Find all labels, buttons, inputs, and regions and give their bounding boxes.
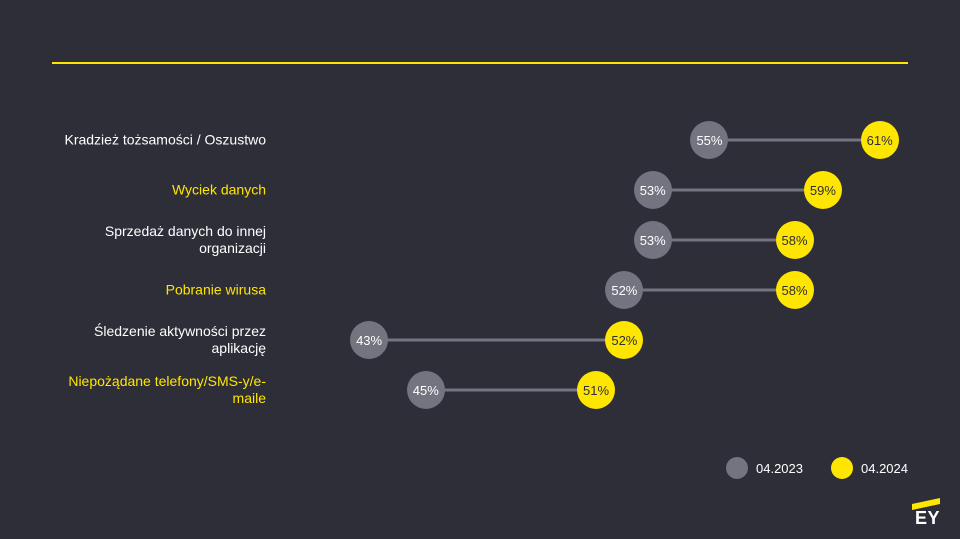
dot-2023: 53% [634,171,672,209]
chart-row: Niepożądane telefony/SMS-y/e-maile 45% 51% [52,368,908,412]
connector [624,289,794,292]
dot-2023: 45% [407,371,445,409]
row-label: Sprzedaż danych do innej organizacji [52,223,272,257]
slide: Kradzież tożsamości / Oszustwo 55% 61% Wyci… [0,0,960,539]
chart-row: Sprzedaż danych do innej organizacji 53% 5… [52,218,908,262]
dot-2023: 55% [690,121,728,159]
dot-2024: 61% [861,121,899,159]
row-label: Wyciek danych [52,182,272,199]
legend-dot-yellow [831,457,853,479]
connector [709,139,879,142]
row-label: Niepożądane telefony/SMS-y/e-maile [52,373,272,407]
ey-logo: EY [912,501,940,529]
row-label: Śledzenie aktywności przez aplikację [52,323,272,357]
ey-logo-text: EY [912,508,940,529]
chart-row: Pobranie wirusa 52% 58% [52,268,908,312]
chart-row: Kradzież tożsamości / Oszustwo 55% 61% [52,118,908,162]
dot-2023: 43% [350,321,388,359]
dot-2023: 52% [605,271,643,309]
row-label: Pobranie wirusa [52,282,272,299]
connector [369,339,624,342]
top-rule [52,62,908,64]
chart-row: Śledzenie aktywności przez aplikację 43% 5… [52,318,908,362]
dot-2024: 52% [605,321,643,359]
dot-2024: 58% [776,271,814,309]
dumbbell-chart: Kradzież tożsamości / Oszustwo 55% 61% Wyci… [52,118,908,458]
legend-item-2024: 04.2024 [831,457,908,479]
legend-dot-gray [726,457,748,479]
legend: 04.2023 04.2024 [726,457,908,479]
dot-2024: 59% [804,171,842,209]
connector [653,189,823,192]
dot-2024: 51% [577,371,615,409]
legend-item-2023: 04.2023 [726,457,803,479]
dot-2024: 58% [776,221,814,259]
connector [653,239,795,242]
connector [426,389,596,392]
row-label: Kradzież tożsamości / Oszustwo [52,132,272,149]
dot-2023: 53% [634,221,672,259]
legend-label-b: 04.2024 [861,461,908,476]
legend-label-a: 04.2023 [756,461,803,476]
chart-row: Wyciek danych 53% 59% [52,168,908,212]
